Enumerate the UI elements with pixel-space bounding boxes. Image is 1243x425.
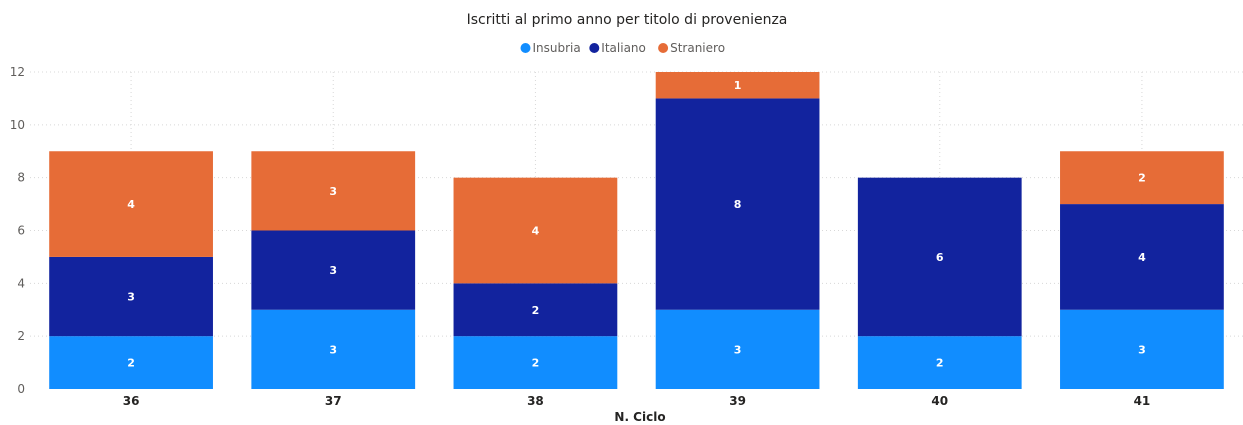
data-label-italiano-40: 6	[936, 251, 944, 264]
bar-insubria-41[interactable]	[1060, 309, 1224, 389]
data-label-straniero-41: 2	[1138, 172, 1146, 185]
x-tick-label: 41	[1134, 394, 1151, 408]
bar-italiano-41[interactable]	[1060, 204, 1224, 310]
data-label-italiano-41: 4	[1138, 251, 1146, 264]
x-axis-label: N. Ciclo	[614, 410, 665, 424]
bar-insubria-38[interactable]	[453, 336, 618, 389]
legend-marker-insubria[interactable]	[520, 43, 531, 53]
bar-italiano-36[interactable]	[49, 256, 213, 337]
y-tick-label: 0	[17, 382, 25, 396]
x-axis: 36 37 38 39 40 41	[123, 394, 1151, 408]
legend: Insubria Italiano Straniero	[520, 41, 725, 55]
legend-label-italiano[interactable]: Italiano	[601, 41, 646, 55]
bar-straniero-41[interactable]	[1060, 151, 1224, 205]
y-tick-label: 6	[17, 224, 25, 238]
bars: 2 3 4 3 3 3 2 2 4 3 8 1 2 6 3 4 2	[49, 72, 1224, 389]
x-tick-label: 36	[123, 394, 140, 408]
data-label-italiano-36: 3	[127, 291, 135, 304]
data-label-insubria-38: 2	[532, 357, 540, 370]
y-tick-label: 4	[17, 276, 25, 290]
bar-italiano-37[interactable]	[251, 230, 416, 310]
y-tick-label: 8	[17, 171, 25, 185]
data-label-insubria-41: 3	[1138, 343, 1146, 356]
chart-title: Iscritti al primo anno per titolo di pro…	[467, 12, 788, 28]
x-tick-label: 37	[325, 394, 342, 408]
y-tick-label: 2	[17, 329, 25, 343]
data-label-straniero-36: 4	[127, 198, 135, 211]
x-tick-label: 38	[527, 394, 544, 408]
data-label-italiano-37: 3	[329, 264, 337, 277]
bar-insubria-37[interactable]	[251, 309, 416, 389]
bar-italiano-39[interactable]	[655, 98, 820, 310]
legend-marker-straniero[interactable]	[658, 43, 669, 53]
legend-marker-italiano[interactable]	[589, 43, 600, 53]
y-tick-label: 12	[10, 65, 25, 79]
data-label-straniero-37: 3	[329, 185, 337, 198]
data-label-italiano-39: 8	[734, 198, 742, 211]
data-label-straniero-39: 1	[734, 79, 742, 92]
bar-italiano-38[interactable]	[453, 283, 618, 337]
data-label-insubria-40: 2	[936, 357, 944, 370]
bar-straniero-36[interactable]	[49, 151, 213, 257]
data-label-insubria-36: 2	[127, 357, 135, 370]
data-label-italiano-38: 2	[532, 304, 540, 317]
bar-insubria-36[interactable]	[49, 336, 213, 389]
legend-label-straniero[interactable]: Straniero	[670, 41, 725, 55]
bar-straniero-37[interactable]	[251, 151, 416, 231]
x-tick-label: 40	[931, 394, 948, 408]
bar-insubria-40[interactable]	[857, 336, 1022, 389]
data-label-insubria-37: 3	[329, 343, 337, 356]
legend-label-insubria[interactable]: Insubria	[533, 41, 581, 55]
data-label-insubria-39: 3	[734, 343, 742, 356]
data-label-straniero-38: 4	[532, 225, 540, 238]
bar-insubria-39[interactable]	[655, 309, 820, 389]
bar-straniero-38[interactable]	[453, 177, 618, 284]
bar-italiano-40[interactable]	[857, 177, 1022, 337]
x-tick-label: 39	[729, 394, 746, 408]
bar-straniero-39[interactable]	[655, 72, 820, 99]
y-tick-label: 10	[10, 118, 25, 132]
